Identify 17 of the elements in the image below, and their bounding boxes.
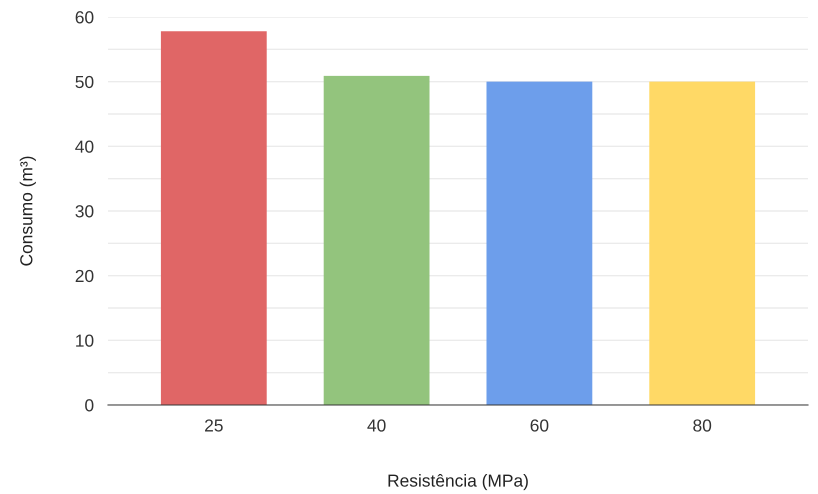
x-axis-title: Resistência (MPa): [388, 474, 528, 490]
y-tick-label: 10: [76, 334, 94, 347]
x-tick-label: 80: [693, 419, 712, 432]
y-tick-label: 60: [76, 11, 94, 24]
y-axis-title: Consumo (m³): [20, 156, 36, 266]
y-tick-label: 50: [75, 76, 94, 88]
y-tick-label: 40: [75, 140, 94, 153]
x-tick-label: 60: [530, 419, 548, 432]
bar: [160, 31, 267, 405]
bar: [486, 82, 592, 405]
y-tick-label: 20: [76, 270, 94, 282]
x-tick-label: 25: [205, 419, 223, 432]
y-tick-label: 30: [75, 205, 94, 218]
bar: [649, 82, 756, 405]
x-tick-label: 40: [367, 419, 386, 432]
bar: [324, 76, 430, 405]
y-tick-label: 0: [85, 399, 94, 412]
